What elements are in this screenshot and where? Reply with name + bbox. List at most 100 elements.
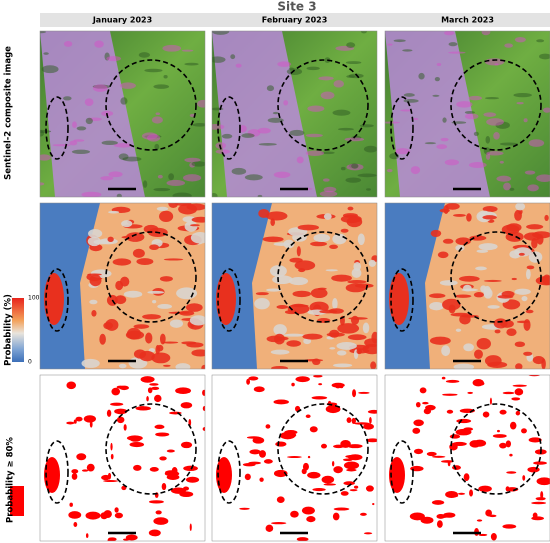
texture <box>393 39 406 43</box>
texture <box>52 144 71 147</box>
texture <box>186 203 205 211</box>
texture <box>482 411 490 418</box>
texture <box>431 455 446 458</box>
texture <box>301 468 307 475</box>
texture <box>483 279 502 282</box>
texture <box>103 480 119 483</box>
texture <box>441 460 454 463</box>
texture <box>350 315 360 325</box>
texture <box>331 274 352 282</box>
texture <box>147 290 165 294</box>
texture <box>118 363 127 369</box>
texture <box>154 143 160 150</box>
small-ellipse <box>45 96 69 160</box>
texture <box>163 258 184 261</box>
texture <box>309 426 318 433</box>
texture <box>360 31 368 34</box>
texture <box>91 310 97 317</box>
texture <box>202 427 205 431</box>
texture <box>486 118 504 126</box>
texture <box>94 40 104 48</box>
texture <box>505 486 510 492</box>
texture <box>215 149 230 154</box>
image-panel <box>212 375 377 541</box>
texture <box>445 379 460 383</box>
texture <box>110 442 113 451</box>
texture <box>331 460 335 467</box>
texture <box>409 512 425 521</box>
texture <box>497 295 514 299</box>
texture <box>75 416 83 422</box>
texture <box>453 363 475 369</box>
texture <box>448 304 456 314</box>
texture <box>456 418 472 424</box>
texture <box>184 221 198 232</box>
texture <box>133 464 142 471</box>
texture <box>123 424 127 431</box>
texture <box>108 171 123 178</box>
row-label: Probability ≥ 80% <box>6 437 16 523</box>
texture <box>292 290 312 298</box>
texture <box>340 215 362 224</box>
texture <box>442 238 454 244</box>
texture <box>295 376 310 383</box>
texture <box>272 275 293 285</box>
texture <box>303 338 312 345</box>
texture <box>522 475 526 481</box>
texture <box>533 461 547 465</box>
texture <box>333 507 350 511</box>
texture <box>437 515 449 519</box>
texture <box>448 51 466 54</box>
texture <box>141 132 158 140</box>
texture <box>464 110 476 114</box>
left-zone <box>389 457 405 493</box>
texture <box>140 376 155 383</box>
texture <box>116 385 125 389</box>
texture <box>362 322 370 334</box>
texture <box>272 111 279 115</box>
texture <box>528 375 540 377</box>
texture <box>106 56 122 62</box>
texture <box>445 491 458 498</box>
small-ellipse <box>45 268 69 332</box>
texture <box>464 113 479 120</box>
texture <box>468 95 482 101</box>
texture <box>290 510 299 518</box>
texture <box>201 364 205 369</box>
texture <box>231 167 247 175</box>
texture <box>313 233 331 243</box>
texture <box>113 143 133 148</box>
texture <box>509 421 517 430</box>
texture <box>526 224 544 230</box>
image-panel <box>40 31 205 197</box>
texture <box>513 93 532 98</box>
texture <box>249 449 261 455</box>
texture <box>302 333 323 340</box>
texture <box>481 31 491 36</box>
texture <box>189 315 205 326</box>
texture <box>333 80 344 88</box>
texture <box>185 476 200 483</box>
texture <box>179 310 195 316</box>
texture <box>174 203 192 207</box>
texture <box>254 297 270 310</box>
texture <box>528 437 542 443</box>
texture <box>488 514 497 518</box>
texture <box>532 512 538 519</box>
texture <box>190 224 200 227</box>
texture <box>162 341 179 344</box>
texture <box>499 409 507 415</box>
texture <box>142 180 148 188</box>
texture <box>514 388 524 396</box>
texture <box>181 49 194 52</box>
texture <box>119 82 136 89</box>
large-ellipse <box>105 403 197 495</box>
texture <box>325 405 341 414</box>
texture <box>81 358 100 368</box>
texture <box>166 179 186 187</box>
texture <box>347 444 363 449</box>
texture <box>313 375 323 378</box>
texture <box>504 43 513 48</box>
texture <box>311 396 328 400</box>
panel-border <box>39 30 206 198</box>
